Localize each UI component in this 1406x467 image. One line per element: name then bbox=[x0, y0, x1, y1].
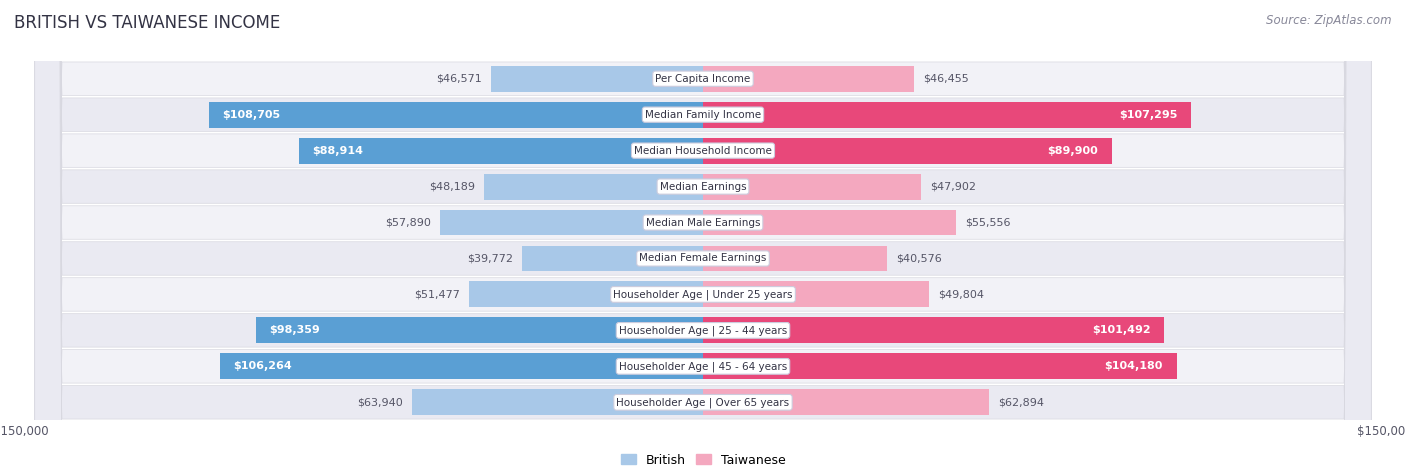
FancyBboxPatch shape bbox=[35, 0, 1371, 467]
Text: $47,902: $47,902 bbox=[929, 182, 976, 191]
Bar bbox=[703, 246, 887, 271]
Text: Householder Age | Over 65 years: Householder Age | Over 65 years bbox=[616, 397, 790, 408]
Text: Median Female Earnings: Median Female Earnings bbox=[640, 254, 766, 263]
Text: $39,772: $39,772 bbox=[467, 254, 513, 263]
Bar bbox=[703, 66, 914, 92]
Text: $88,914: $88,914 bbox=[312, 146, 363, 156]
FancyBboxPatch shape bbox=[35, 0, 1371, 467]
Text: $107,295: $107,295 bbox=[1119, 110, 1177, 120]
Bar bbox=[412, 389, 703, 415]
Bar bbox=[703, 282, 929, 307]
Text: BRITISH VS TAIWANESE INCOME: BRITISH VS TAIWANESE INCOME bbox=[14, 14, 280, 32]
Text: $62,894: $62,894 bbox=[998, 397, 1045, 407]
Bar bbox=[703, 102, 1191, 127]
FancyBboxPatch shape bbox=[35, 0, 1371, 467]
Text: $46,455: $46,455 bbox=[924, 74, 969, 84]
FancyBboxPatch shape bbox=[35, 0, 1371, 467]
Text: Householder Age | Under 25 years: Householder Age | Under 25 years bbox=[613, 289, 793, 300]
Bar bbox=[703, 174, 921, 199]
Bar bbox=[209, 102, 703, 127]
Bar bbox=[703, 210, 956, 235]
Text: Householder Age | 25 - 44 years: Householder Age | 25 - 44 years bbox=[619, 325, 787, 336]
Text: $101,492: $101,492 bbox=[1092, 325, 1150, 335]
FancyBboxPatch shape bbox=[35, 0, 1371, 467]
FancyBboxPatch shape bbox=[35, 0, 1371, 467]
Text: $63,940: $63,940 bbox=[357, 397, 404, 407]
Bar bbox=[440, 210, 703, 235]
Text: Median Family Income: Median Family Income bbox=[645, 110, 761, 120]
Bar bbox=[522, 246, 703, 271]
Text: $48,189: $48,189 bbox=[429, 182, 475, 191]
Bar bbox=[256, 318, 703, 343]
Text: Median Earnings: Median Earnings bbox=[659, 182, 747, 191]
FancyBboxPatch shape bbox=[35, 0, 1371, 467]
FancyBboxPatch shape bbox=[35, 0, 1371, 467]
Bar bbox=[219, 354, 703, 379]
Text: Median Household Income: Median Household Income bbox=[634, 146, 772, 156]
Text: Median Male Earnings: Median Male Earnings bbox=[645, 218, 761, 227]
Text: $40,576: $40,576 bbox=[897, 254, 942, 263]
Text: Householder Age | 45 - 64 years: Householder Age | 45 - 64 years bbox=[619, 361, 787, 372]
Text: Per Capita Income: Per Capita Income bbox=[655, 74, 751, 84]
Bar bbox=[491, 66, 703, 92]
Bar bbox=[299, 138, 703, 163]
FancyBboxPatch shape bbox=[35, 0, 1371, 467]
Text: $106,264: $106,264 bbox=[233, 361, 292, 371]
Text: $104,180: $104,180 bbox=[1105, 361, 1163, 371]
Legend: British, Taiwanese: British, Taiwanese bbox=[616, 449, 790, 467]
FancyBboxPatch shape bbox=[35, 0, 1371, 467]
Bar bbox=[470, 282, 703, 307]
Text: $98,359: $98,359 bbox=[270, 325, 321, 335]
Text: $46,571: $46,571 bbox=[436, 74, 482, 84]
Text: $108,705: $108,705 bbox=[222, 110, 281, 120]
Bar bbox=[484, 174, 703, 199]
Bar bbox=[703, 138, 1112, 163]
Text: $55,556: $55,556 bbox=[965, 218, 1010, 227]
Bar bbox=[703, 354, 1177, 379]
Text: $89,900: $89,900 bbox=[1047, 146, 1098, 156]
Bar bbox=[703, 318, 1164, 343]
Text: $49,804: $49,804 bbox=[938, 290, 984, 299]
Bar bbox=[703, 389, 988, 415]
Text: Source: ZipAtlas.com: Source: ZipAtlas.com bbox=[1267, 14, 1392, 27]
Text: $51,477: $51,477 bbox=[413, 290, 460, 299]
Text: $57,890: $57,890 bbox=[385, 218, 430, 227]
